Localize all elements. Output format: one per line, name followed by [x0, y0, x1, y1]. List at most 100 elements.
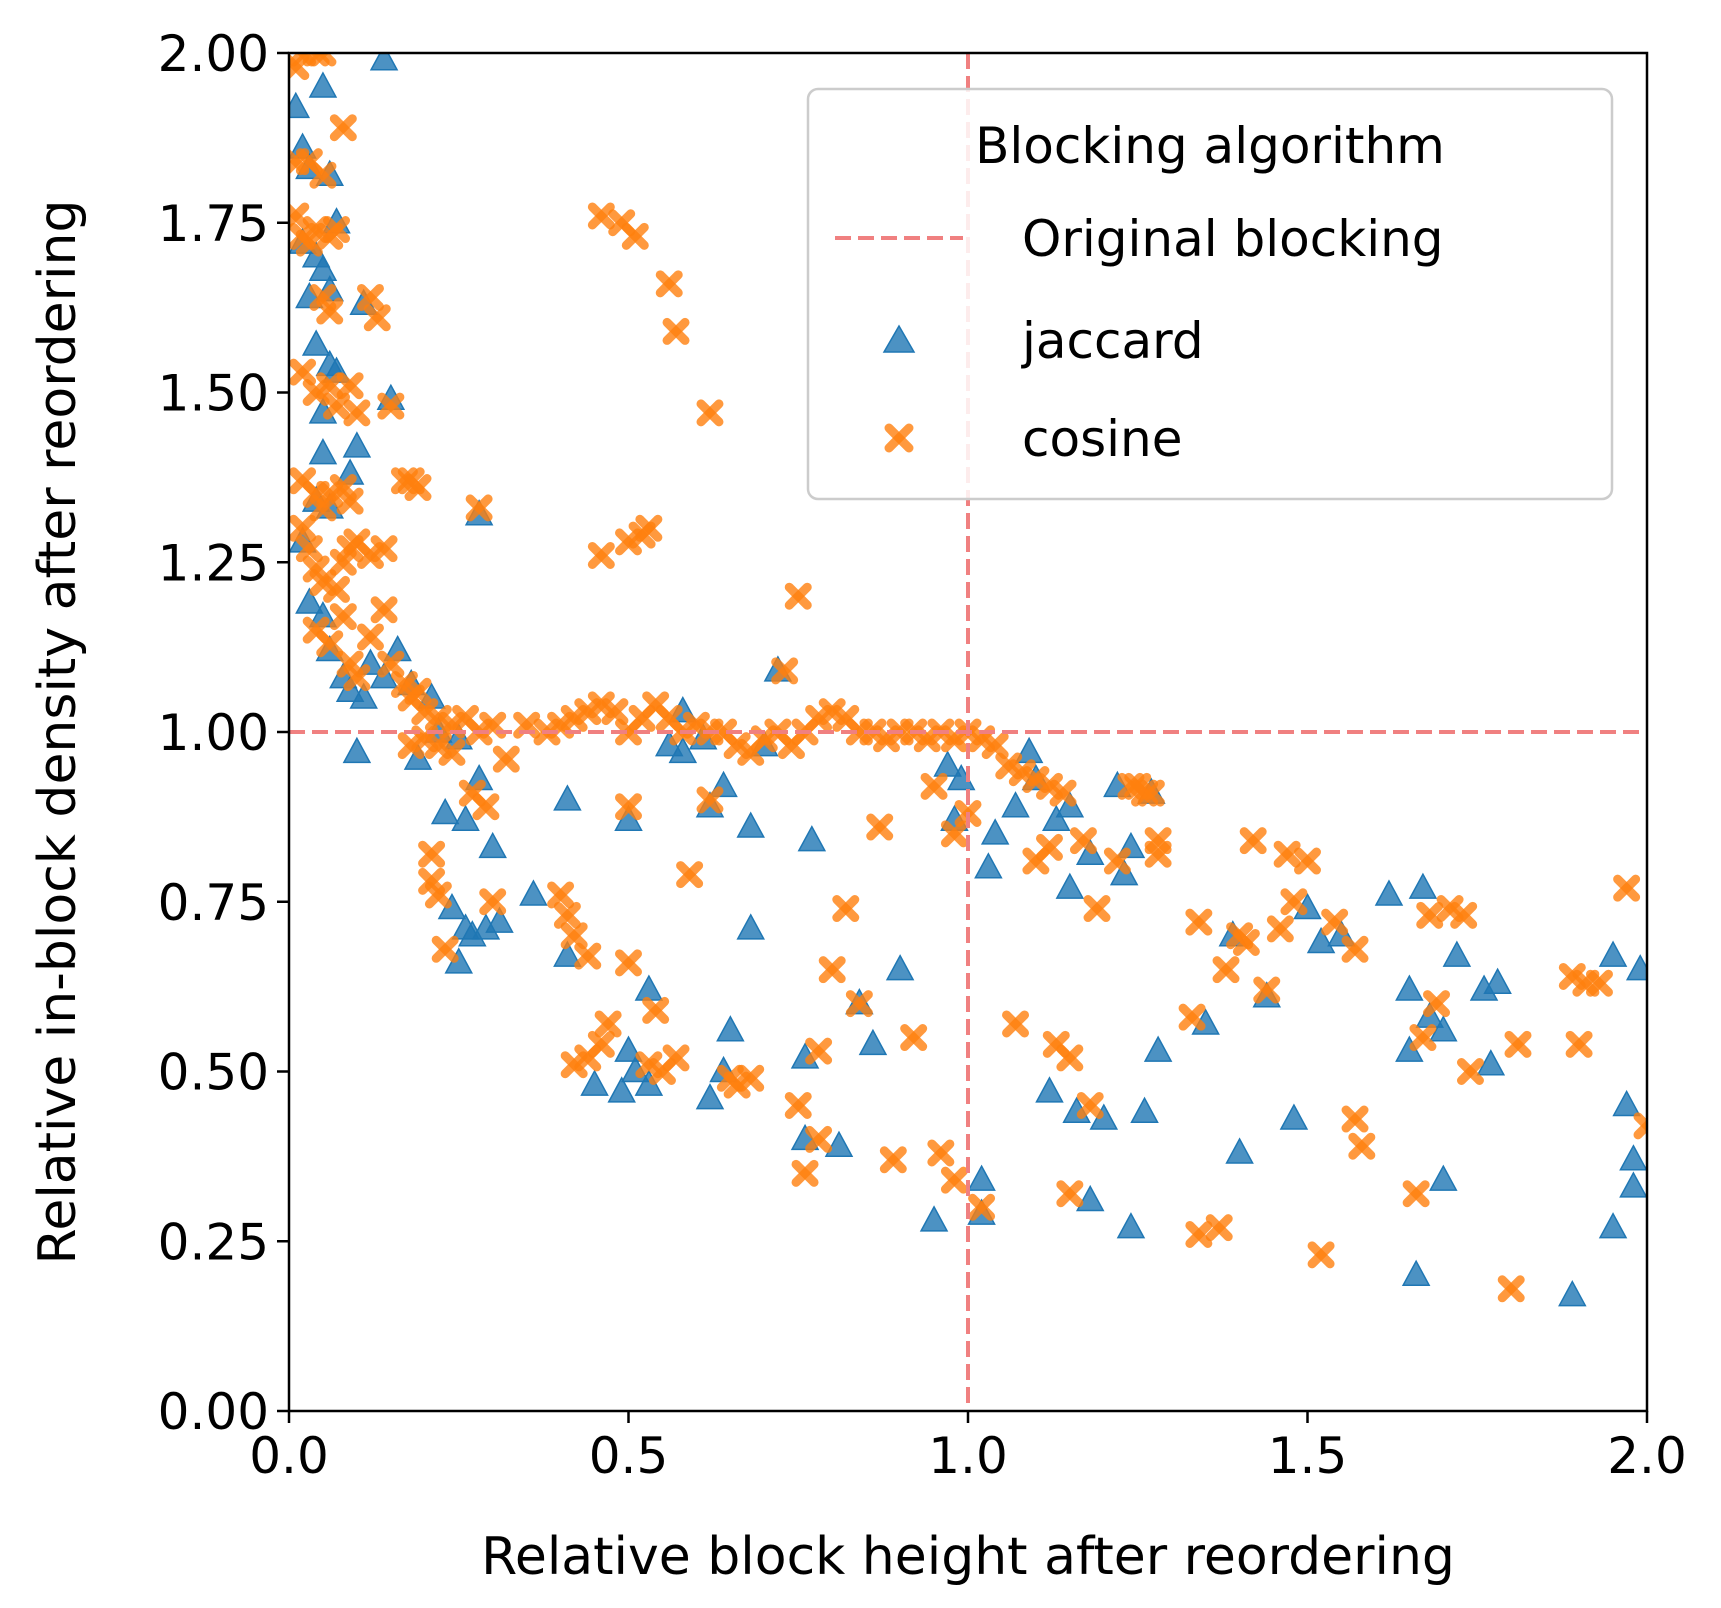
cosine-point: [329, 114, 357, 142]
cosine-point: [968, 1193, 996, 1221]
jaccard-point: [553, 784, 582, 811]
jaccard-point: [451, 804, 480, 832]
cosine-point: [295, 535, 323, 563]
cosine-point: [323, 575, 351, 603]
cosine-point: [1035, 833, 1063, 861]
y-axis-ticks: 0.00 0.25 0.50 0.75 1.00 1.25 1.50 1.75 2.00: [158, 25, 289, 1441]
jaccard-point: [1395, 974, 1424, 1001]
cosine-point: [642, 996, 670, 1024]
cosine-point: [329, 603, 357, 631]
jaccard-point: [614, 1035, 643, 1062]
y-tick-label: 0.00: [158, 1383, 269, 1441]
cosine-point: [1185, 1220, 1213, 1248]
jaccard-point: [974, 852, 1003, 879]
cosine-point: [356, 283, 384, 311]
cosine-point: [621, 222, 649, 250]
jaccard-point: [1130, 1096, 1159, 1123]
cosine-point: [940, 1166, 968, 1194]
cosine-point: [791, 1159, 819, 1187]
jaccard-point: [607, 1076, 636, 1103]
cosine-point: [927, 1139, 955, 1167]
cosine-point: [1212, 956, 1240, 984]
x-tick-label: 2.0: [1607, 1427, 1687, 1485]
jaccard-point: [885, 954, 915, 981]
legend-box: [806, 87, 1614, 501]
jaccard-point: [668, 736, 698, 764]
cosine-point: [404, 677, 432, 705]
cosine-point: [1137, 779, 1165, 807]
cosine-point: [418, 840, 446, 868]
cosine-point: [479, 888, 507, 916]
cosine-point: [587, 202, 615, 230]
cosine-point: [404, 474, 432, 502]
cosine-point: [771, 657, 799, 685]
cosine-point: [1049, 779, 1077, 807]
cosine-point: [1321, 908, 1349, 936]
jaccard-point: [736, 811, 765, 838]
jaccard-point: [933, 750, 962, 777]
x-tick-label: 1.5: [1268, 1427, 1348, 1485]
jaccard-point: [308, 254, 338, 282]
cosine-point: [696, 786, 724, 814]
cosine-point: [1103, 847, 1131, 875]
cosine-point: [845, 990, 873, 1018]
jaccard-point: [342, 736, 372, 764]
jaccard-point: [967, 1164, 996, 1191]
jaccard-point: [1075, 1184, 1105, 1212]
cosine-point: [363, 304, 391, 332]
jaccard-point: [1619, 1171, 1647, 1198]
jaccard-point: [1035, 1076, 1064, 1103]
cosine-point: [323, 392, 351, 420]
cosine-point: [343, 664, 371, 692]
y-tick-label: 1.75: [158, 195, 269, 253]
jaccard-point: [1401, 1259, 1431, 1286]
cosine-point: [805, 1037, 833, 1065]
cosine-point: [309, 53, 337, 67]
jaccard-point: [342, 431, 372, 458]
jaccard-point: [1001, 791, 1030, 818]
cosine-point: [336, 372, 364, 400]
cosine-point: [316, 630, 344, 658]
cosine-point: [1056, 1044, 1084, 1072]
cosine-point: [1069, 827, 1097, 855]
cosine-point: [1178, 1003, 1206, 1031]
jaccard-point: [1598, 1212, 1628, 1239]
cosine-point: [662, 317, 690, 345]
jaccard-point: [797, 825, 827, 852]
cosine-point: [1253, 976, 1281, 1004]
cosine-point: [1144, 840, 1172, 868]
x-axis-label: Relative block height after reordering: [481, 1527, 1455, 1587]
cosine-point: [594, 1010, 622, 1038]
y-tick-label: 0.50: [158, 1044, 269, 1102]
jaccard-point: [1429, 1015, 1458, 1042]
legend-swatch-jaccard: [882, 324, 916, 353]
cosine-point: [431, 935, 459, 963]
jaccard-point: [580, 1069, 609, 1096]
cosine-point: [492, 745, 520, 773]
jaccard-point: [349, 682, 378, 709]
jaccard-point: [1619, 1144, 1647, 1171]
cosine-point: [601, 698, 629, 726]
y-tick-label: 2.00: [158, 25, 269, 83]
jaccard-point: [301, 329, 331, 356]
cosine-point: [1205, 1214, 1233, 1242]
cosine-point: [1083, 895, 1111, 923]
reference-lines: [289, 53, 1647, 1411]
cosine-point: [1585, 969, 1613, 997]
cosine-point: [336, 487, 364, 515]
jaccard-point: [553, 940, 582, 967]
cosine-point: [587, 1030, 615, 1058]
legend: Blocking algorithm Original blocking jac…: [806, 87, 1614, 501]
cosine-point: [1456, 1058, 1484, 1085]
cosine-point: [1273, 840, 1301, 868]
cosine-point: [574, 942, 602, 970]
cosine-point: [1409, 1024, 1437, 1052]
cosine-point: [1341, 1105, 1369, 1133]
jaccard-point: [1143, 1035, 1173, 1062]
y-tick-label: 0.25: [158, 1213, 269, 1271]
jaccard-point: [1055, 872, 1085, 899]
cosine-point: [289, 514, 317, 542]
cosine-point: [696, 399, 724, 427]
jaccard-point: [824, 1130, 854, 1157]
legend-label-cosine: cosine: [1022, 410, 1182, 468]
